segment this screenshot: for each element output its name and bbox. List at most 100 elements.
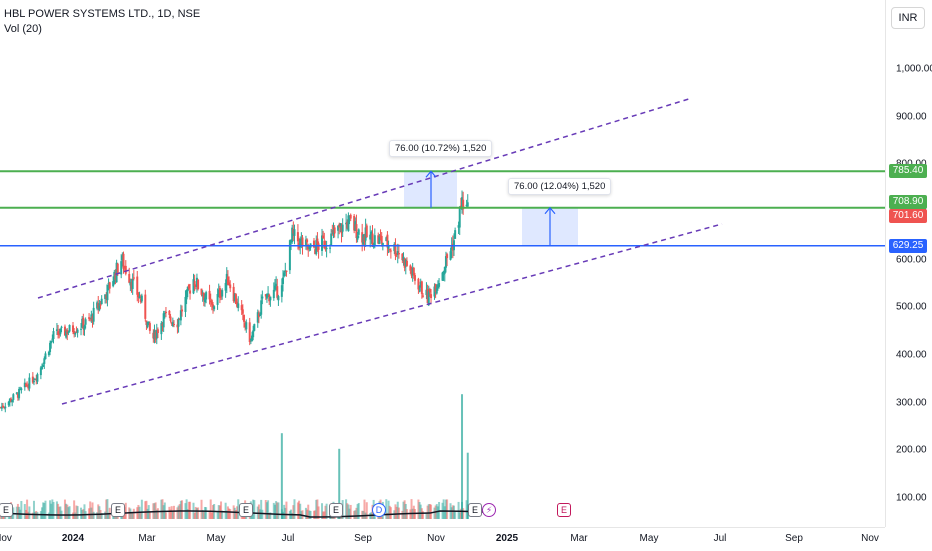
candle-body: [347, 215, 350, 232]
candle-body: [339, 223, 342, 226]
volume-bar: [349, 504, 352, 519]
candle-body: [341, 224, 344, 232]
candle-body: [216, 294, 219, 305]
candle-body: [226, 276, 229, 285]
news-flash-marker[interactable]: ⚡: [482, 503, 496, 517]
candle-body: [357, 229, 360, 235]
volume-bar: [450, 507, 453, 519]
volume-bar: [91, 502, 94, 519]
candle-body: [385, 237, 388, 242]
volume-bar: [292, 505, 295, 519]
chart-area[interactable]: HBL POWER SYSTEMS LTD., 1D, NSE Vol (20)…: [0, 0, 885, 527]
candle-body: [273, 285, 276, 290]
volume-bar: [252, 499, 255, 519]
candle-body: [228, 282, 231, 286]
chart-legend: HBL POWER SYSTEMS LTD., 1D, NSE Vol (20): [4, 7, 200, 37]
candle-body: [291, 227, 294, 243]
earnings-marker[interactable]: E: [111, 503, 125, 517]
candle-body: [268, 294, 271, 302]
candle-body: [401, 253, 404, 261]
volume-bar: [73, 500, 76, 519]
volume-bar: [106, 499, 109, 519]
volume-indicator-label[interactable]: Vol (20): [4, 23, 42, 35]
candle-body: [145, 320, 148, 326]
candle-body: [169, 316, 172, 321]
candle-body: [276, 286, 279, 298]
volume-bar: [309, 510, 312, 519]
candle-body: [323, 240, 326, 249]
candle-body: [275, 283, 278, 286]
candle-body: [209, 300, 212, 303]
volume-bar: [454, 510, 457, 519]
candle-body: [236, 301, 239, 307]
candle-body: [261, 296, 264, 299]
candle-body: [410, 271, 413, 276]
candle-body: [373, 235, 376, 246]
candle-body: [128, 274, 131, 283]
earnings-marker[interactable]: E: [329, 503, 343, 517]
time-tick-label: 2024: [61, 533, 85, 544]
earnings-marker[interactable]: E: [468, 503, 482, 517]
candle-body: [192, 279, 195, 294]
candle-body: [413, 275, 416, 281]
candle-body: [194, 285, 197, 287]
currency-button[interactable]: INR: [891, 7, 925, 29]
candle-body: [257, 313, 260, 318]
candle-body: [67, 331, 70, 333]
price-axis[interactable]: INR 1,000.00900.00800.00700.00600.00500.…: [885, 0, 932, 527]
volume-bar: [140, 499, 143, 519]
candle-body: [354, 221, 357, 231]
volume-bar: [361, 510, 364, 519]
volume-bar: [443, 506, 446, 519]
time-axis[interactable]: Nov 2024 Mar May Jul Sep Nov 2025 Mar May Jul Sep No…: [0, 527, 885, 551]
candle-body: [402, 256, 405, 261]
price-level-label[interactable]: 701.60: [889, 209, 927, 224]
candle-body: [244, 323, 247, 328]
candle-body: [411, 267, 414, 276]
candle-body: [240, 305, 243, 311]
volume-bar: [451, 505, 454, 519]
candle-body: [369, 234, 372, 240]
candle-body: [355, 224, 358, 239]
volume-bar: [283, 504, 286, 519]
volume-bar: [436, 506, 439, 519]
dividend-marker[interactable]: D: [372, 503, 386, 517]
candle-body: [379, 235, 382, 238]
candle-body: [68, 324, 71, 332]
volume-bar: [100, 512, 103, 519]
volume-bar: [308, 510, 311, 519]
candle-body: [404, 260, 407, 267]
price-level-label[interactable]: 708.90: [889, 194, 927, 209]
candle-body: [28, 377, 31, 389]
symbol-title[interactable]: HBL POWER SYSTEMS LTD., 1D, NSE: [4, 8, 201, 20]
earnings-marker[interactable]: E: [239, 503, 253, 517]
price-level-label[interactable]: 785.40: [889, 164, 927, 179]
volume-bar: [312, 510, 315, 519]
volume-bar: [419, 504, 422, 519]
volume-bar: [105, 499, 108, 519]
volume-bar: [257, 504, 260, 519]
candle-body: [76, 329, 79, 333]
price-level-label[interactable]: 629.25: [889, 238, 927, 253]
volume-bar: [446, 499, 449, 519]
earnings-marker[interactable]: E: [0, 503, 13, 517]
candle-body: [147, 321, 150, 324]
candle-body: [59, 328, 62, 335]
candle-body: [123, 266, 126, 268]
volume-spike: [338, 448, 341, 519]
volume-bar: [299, 503, 302, 519]
volume-bar: [260, 499, 263, 519]
price-chart[interactable]: [0, 0, 885, 527]
volume-bar: [389, 507, 392, 519]
volume-bar: [418, 502, 421, 519]
volume-bar: [264, 500, 267, 519]
volume-bar: [50, 503, 53, 519]
candle-body: [253, 324, 256, 331]
candle-body: [377, 235, 380, 244]
volume-bar: [104, 511, 107, 519]
volume-bar: [193, 512, 196, 519]
volume-bar: [296, 502, 299, 519]
earnings-marker[interactable]: E: [557, 503, 571, 517]
candle-body: [41, 366, 44, 370]
candle-body: [164, 311, 167, 314]
